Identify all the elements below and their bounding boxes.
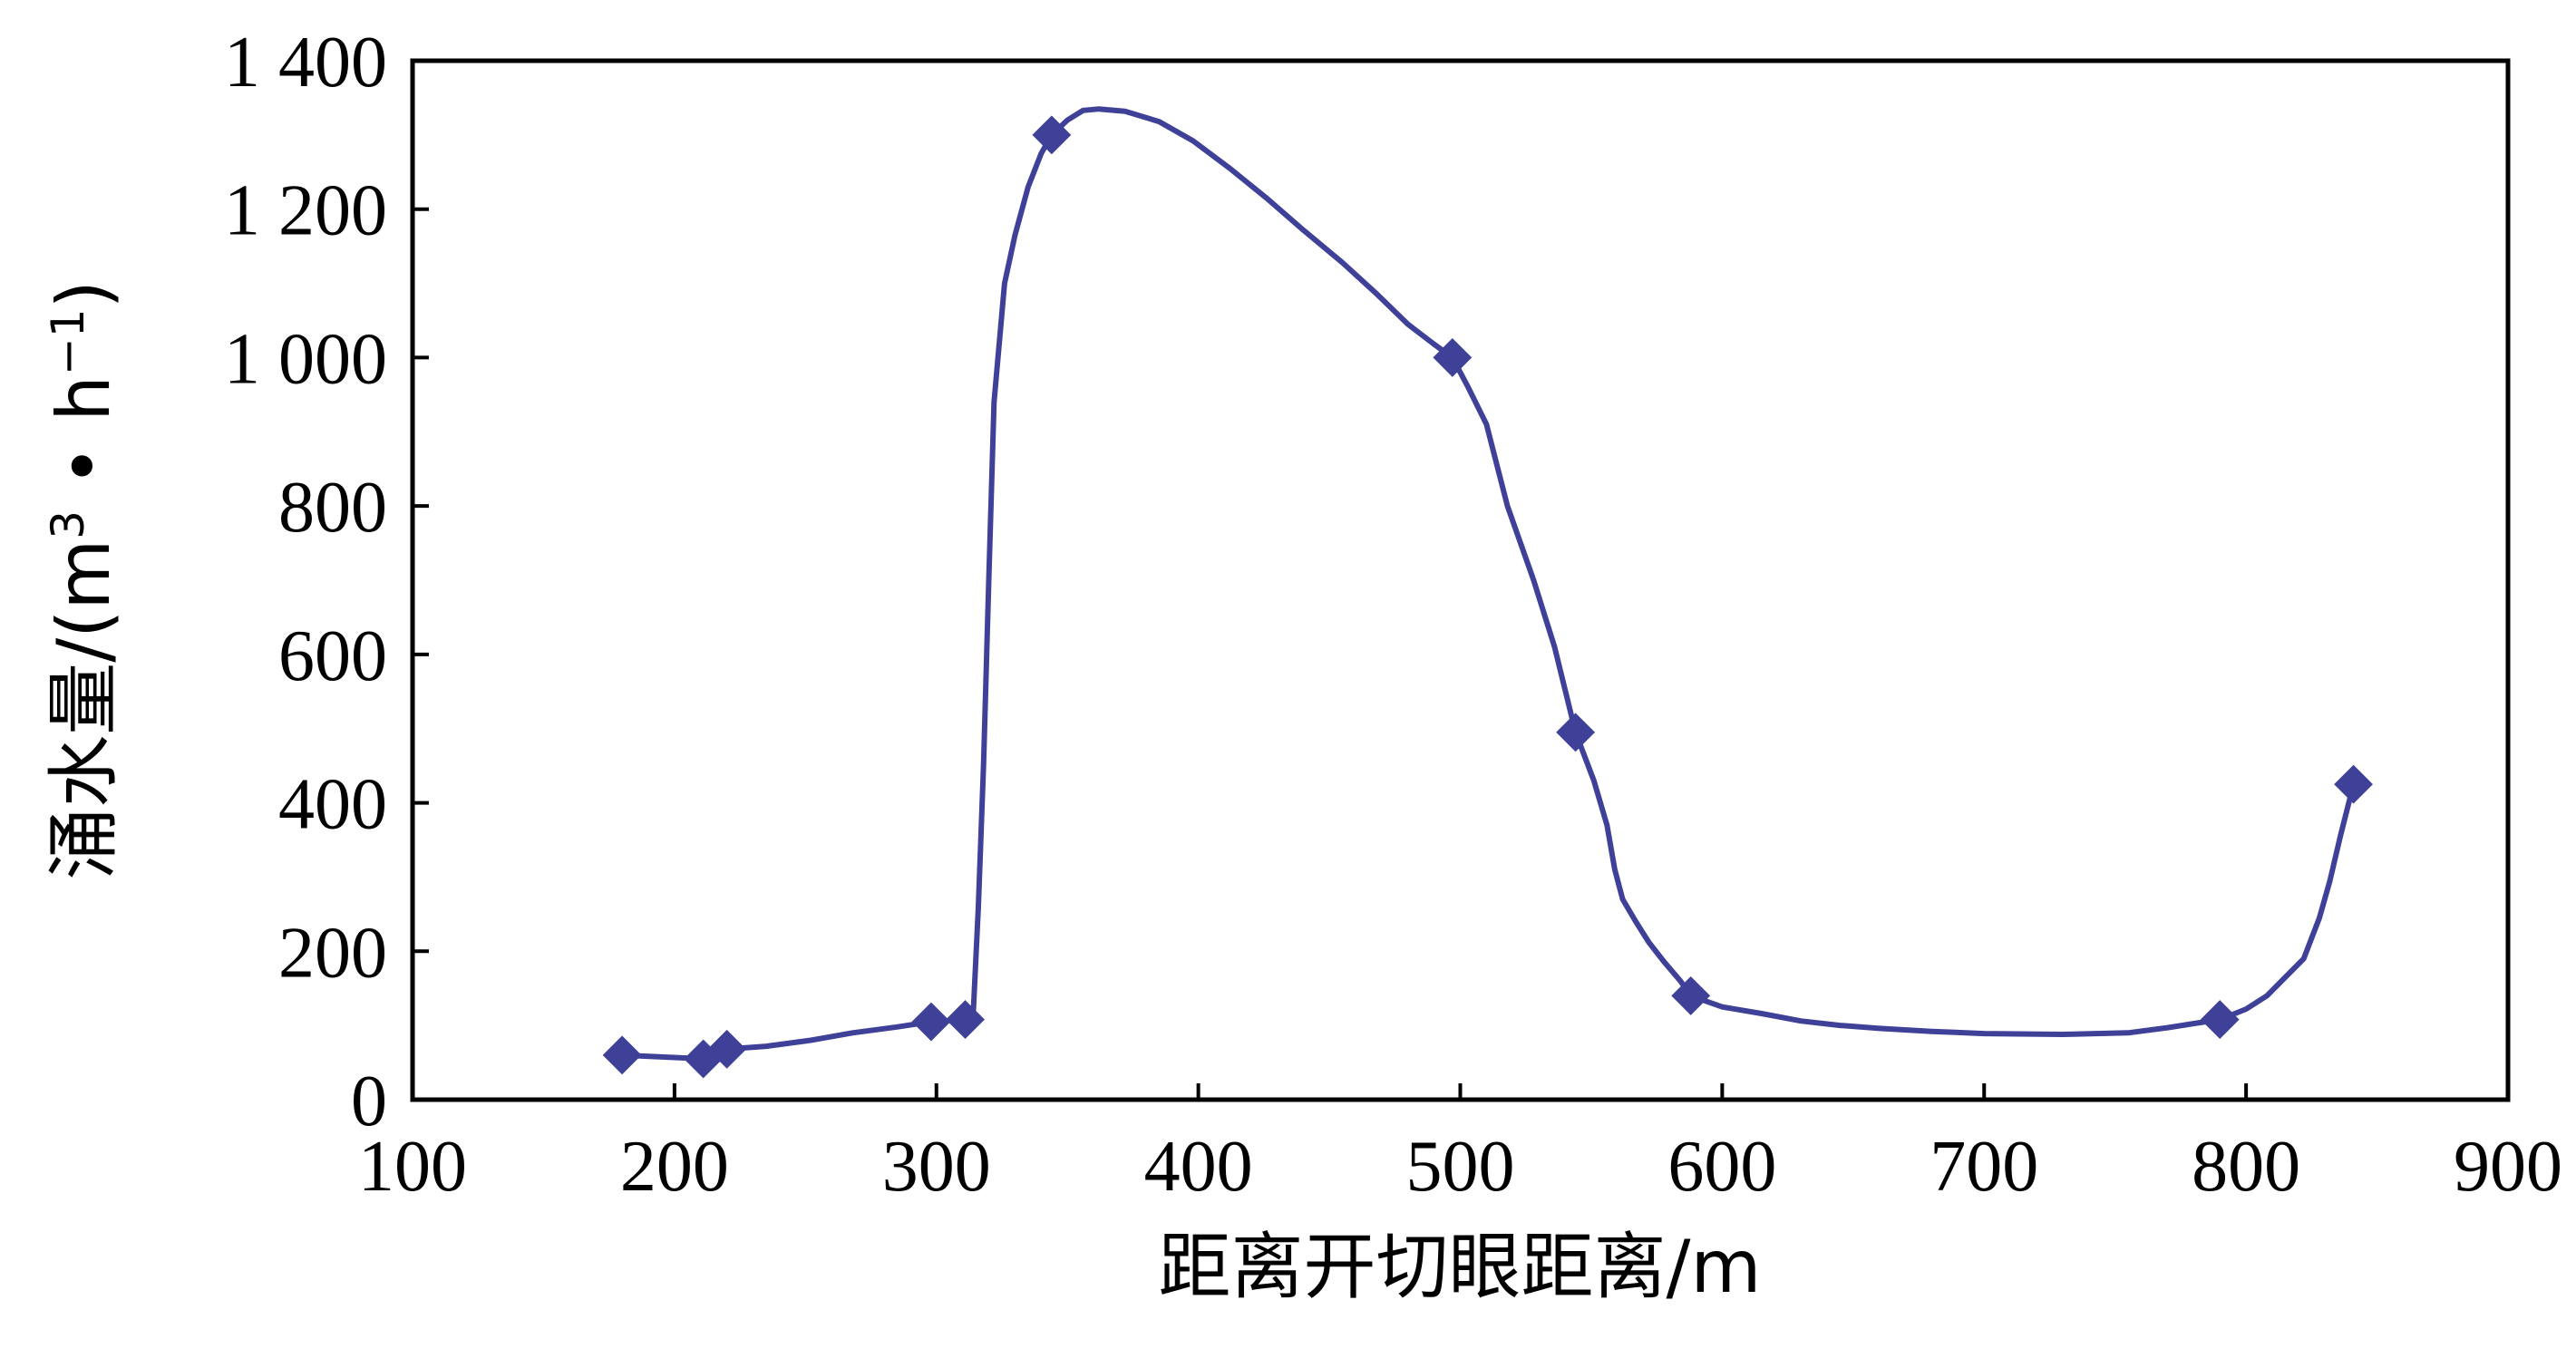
y-axis-title-mid: • h (42, 375, 126, 510)
x-tick-label: 600 (1667, 1127, 1776, 1207)
y-tick-label: 1 000 (224, 319, 387, 399)
y-tick-label: 400 (278, 765, 387, 845)
y-tick-label: 200 (278, 913, 387, 993)
data-point-marker (1433, 338, 1473, 377)
y-axis-title-sup1: 3 (42, 510, 94, 539)
series-markers (602, 115, 2373, 1079)
x-tick-label: 300 (882, 1127, 991, 1207)
data-point-marker (1032, 115, 1072, 155)
y-tick-label: 1 200 (224, 171, 387, 251)
x-tick-label: 800 (2192, 1127, 2300, 1207)
data-point-marker (911, 1002, 951, 1042)
data-point-marker (946, 1000, 985, 1040)
y-tick-label: 1 400 (224, 23, 387, 102)
y-tick-label: 600 (278, 616, 387, 696)
y-axis-title: 涌水量/(m3 • h−1) (42, 280, 126, 880)
data-point-marker (2200, 1000, 2240, 1040)
series-line-group (619, 106, 2357, 1062)
data-point-marker (1671, 975, 1711, 1015)
x-axis-title: 距离开切眼距离/m (1159, 1225, 1762, 1309)
x-tick-label: 700 (1930, 1127, 2038, 1207)
y-axis-title-end: ) (42, 280, 126, 308)
data-point-marker (707, 1029, 747, 1069)
x-tick-label: 900 (2454, 1127, 2562, 1207)
y-tick-label: 0 (351, 1062, 387, 1141)
data-point-marker (1556, 713, 1596, 752)
x-tick-label: 200 (620, 1127, 729, 1207)
y-axis-title-main: 涌水量/(m (42, 539, 126, 880)
plot-frame (410, 58, 2511, 1102)
x-axis-ticks: 100 200 300 400 500 600 700 800 900 (358, 1083, 2562, 1207)
x-tick-label: 500 (1406, 1127, 1515, 1207)
data-point-marker (602, 1035, 642, 1075)
y-axis-ticks: 0 200 400 600 800 1 000 1 200 1 400 (224, 23, 429, 1141)
x-tick-label: 100 (358, 1127, 467, 1207)
y-axis-title-sup2: −1 (42, 308, 94, 375)
x-tick-label: 400 (1144, 1127, 1253, 1207)
series-line (619, 106, 2357, 1062)
y-tick-label: 800 (278, 468, 387, 548)
data-point-marker (2334, 764, 2373, 804)
